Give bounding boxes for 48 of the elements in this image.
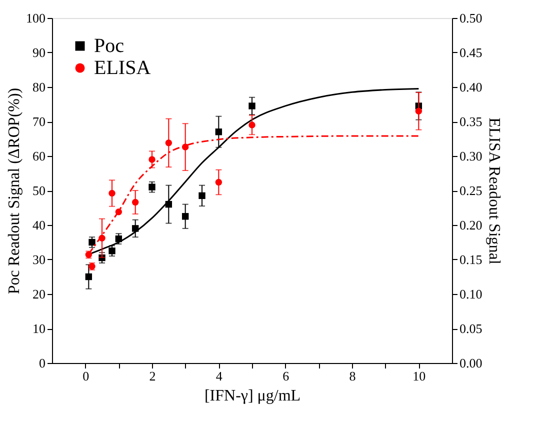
y-tick-label: 70 xyxy=(32,114,46,129)
y-tick-label: 20 xyxy=(32,286,46,302)
y2-tick-label: 0.50 xyxy=(460,10,482,26)
y-tick-label: 10 xyxy=(32,321,46,336)
point xyxy=(108,248,116,254)
y-tick-label: 0 xyxy=(39,356,46,370)
x-tick-label: 0 xyxy=(82,368,90,384)
x-tick-label: 8 xyxy=(349,368,356,384)
y2-tick-label: 0.05 xyxy=(460,321,482,336)
point xyxy=(248,102,256,110)
y2-tick-label: 0.30 xyxy=(460,148,482,164)
y-tick-label: 40 xyxy=(32,218,46,232)
point xyxy=(215,128,222,136)
point xyxy=(215,178,222,186)
point xyxy=(165,140,172,146)
y2-tick-label: 0.25 xyxy=(460,183,482,198)
y2-tick-label: 0.45 xyxy=(460,45,482,60)
y-tick-label: 30 xyxy=(32,252,46,267)
x-tick-label: 2 xyxy=(149,368,156,384)
y-tick-label: 90 xyxy=(32,45,46,60)
point xyxy=(148,184,156,190)
y2-tick-label: 0.00 xyxy=(460,356,482,370)
point xyxy=(85,273,92,280)
y2-tick-label: 0.10 xyxy=(460,286,482,302)
point xyxy=(415,108,422,114)
x-tick-label: 4 xyxy=(216,368,223,384)
y-tick-label: 80 xyxy=(32,80,46,94)
y2-tick-label: 0.20 xyxy=(460,218,482,232)
y-tick-label: 100 xyxy=(26,10,46,26)
x-tick-label: 6 xyxy=(282,368,290,384)
point xyxy=(108,190,116,197)
y-axis-title: Poc Readout Signal (ΔROP(%)) xyxy=(6,88,23,294)
point xyxy=(88,238,96,246)
y-tick-label: 60 xyxy=(32,148,46,164)
point xyxy=(198,192,206,200)
x-axis-title: [IFN-γ] μg/mL xyxy=(204,388,301,404)
point xyxy=(248,122,256,128)
legend-label: Poc xyxy=(94,35,124,57)
y2-tick-label: 0.35 xyxy=(460,114,482,129)
y2-axis-title: ELISA Readout Signal xyxy=(485,118,502,265)
point xyxy=(182,213,189,220)
y2-tick-label: 0.15 xyxy=(460,252,482,267)
point xyxy=(132,198,139,206)
x-tick-label: 10 xyxy=(412,368,426,384)
legend-label: ELISA xyxy=(94,57,152,79)
point xyxy=(148,156,156,163)
y2-tick-label: 0.40 xyxy=(460,80,482,94)
y-tick-label: 50 xyxy=(32,183,46,198)
